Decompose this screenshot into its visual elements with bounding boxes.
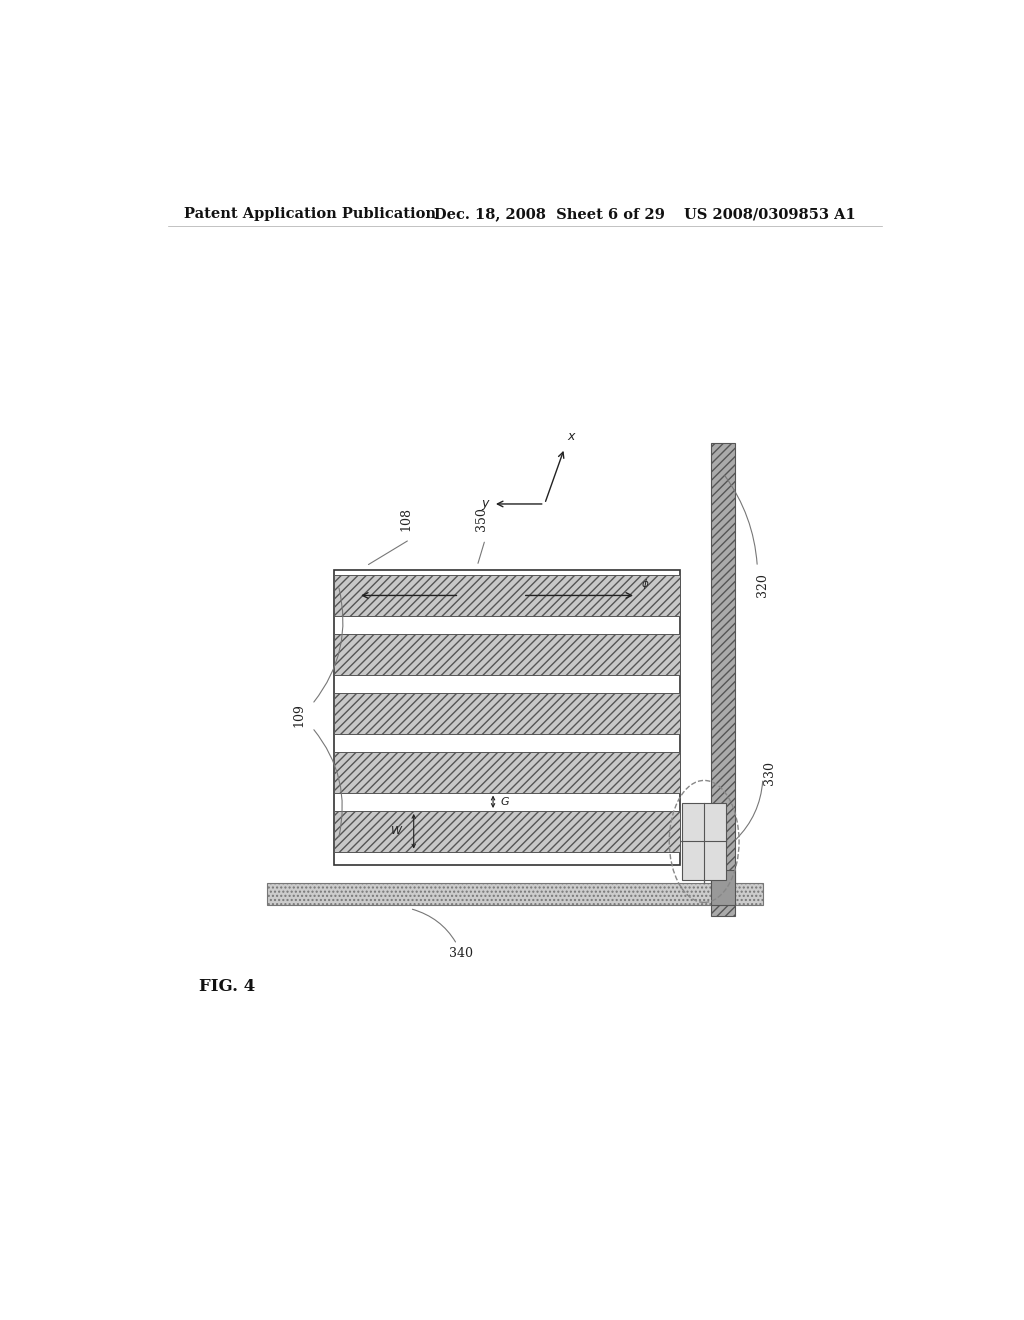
Bar	[334, 752, 680, 792]
Bar	[682, 804, 726, 879]
Text: W: W	[391, 826, 401, 837]
Text: G: G	[501, 797, 510, 807]
Text: 340: 340	[413, 909, 473, 960]
Bar	[712, 870, 735, 906]
Bar	[334, 634, 680, 675]
Text: 320: 320	[757, 573, 769, 597]
Bar	[334, 693, 680, 734]
Text: Dec. 18, 2008  Sheet 6 of 29: Dec. 18, 2008 Sheet 6 of 29	[433, 207, 665, 222]
Text: 350: 350	[475, 508, 487, 532]
Text: Patent Application Publication: Patent Application Publication	[183, 207, 435, 222]
Text: US 2008/0309853 A1: US 2008/0309853 A1	[684, 207, 855, 222]
Text: x: x	[567, 430, 574, 444]
Text: 330: 330	[763, 762, 776, 785]
Text: y: y	[481, 498, 489, 511]
Text: FIG. 4: FIG. 4	[200, 978, 256, 995]
Text: $\phi$: $\phi$	[641, 577, 650, 591]
Bar	[334, 570, 680, 865]
Bar	[712, 444, 735, 916]
Text: 109: 109	[292, 704, 305, 727]
Bar	[267, 883, 763, 906]
Text: 108: 108	[399, 507, 413, 532]
Bar	[334, 810, 680, 851]
Bar	[334, 576, 680, 616]
